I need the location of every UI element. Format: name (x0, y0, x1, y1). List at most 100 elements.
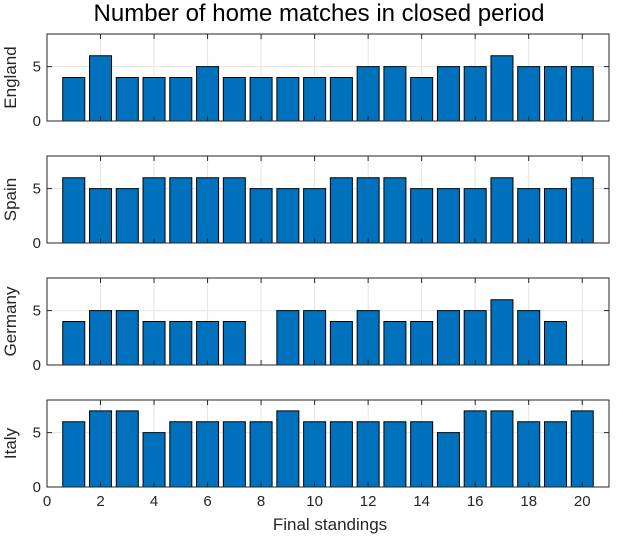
axes-background (47, 156, 609, 243)
bar (142, 432, 166, 488)
x-tick-label: 14 (413, 493, 430, 510)
bar (115, 188, 139, 244)
bar (436, 66, 460, 122)
y-tick-label: 0 (33, 357, 41, 374)
bar (222, 177, 246, 244)
axes-box (46, 399, 610, 488)
y-tick-label: 0 (33, 113, 41, 130)
axes-box (46, 155, 610, 244)
bar (115, 310, 139, 366)
x-tick-label: 0 (43, 493, 51, 510)
axes-box (46, 277, 610, 366)
bar (62, 321, 86, 366)
bar (329, 177, 353, 244)
bar (142, 77, 166, 122)
bar (62, 421, 86, 488)
y-tick-label: 5 (33, 59, 41, 76)
bar (142, 321, 166, 366)
bar (356, 421, 380, 488)
bar (356, 177, 380, 244)
bar (383, 177, 407, 244)
bar (329, 77, 353, 122)
bar (196, 421, 220, 488)
bar (490, 177, 514, 244)
bar (356, 310, 380, 366)
bar (463, 310, 487, 366)
bar (436, 432, 460, 488)
bar (196, 321, 220, 366)
bar (570, 66, 594, 122)
x-tick-label: 6 (203, 493, 211, 510)
bar (142, 177, 166, 244)
bar (89, 410, 113, 488)
bar (169, 177, 193, 244)
subplot-spain: 0 5 Spain (1, 155, 610, 252)
bar (543, 421, 567, 488)
bar (303, 421, 327, 488)
bar (249, 421, 273, 488)
bar (436, 188, 460, 244)
axes-box (46, 33, 610, 122)
y-axis-label: Spain (1, 178, 20, 221)
bar (276, 188, 300, 244)
bar (517, 421, 541, 488)
axes-background (47, 34, 609, 121)
x-tick-label: 12 (360, 493, 377, 510)
x-tick-label: 2 (96, 493, 104, 510)
bar (62, 177, 86, 244)
x-tick-label: 16 (467, 493, 484, 510)
bar (383, 321, 407, 366)
bar (383, 421, 407, 488)
bar (517, 66, 541, 122)
bar (410, 421, 434, 488)
bar (169, 77, 193, 122)
y-tick-label: 0 (33, 235, 41, 252)
y-tick-label: 5 (33, 303, 41, 320)
bar (303, 310, 327, 366)
x-tick-label: 4 (150, 493, 158, 510)
bar (249, 188, 273, 244)
bar (115, 410, 139, 488)
bar (410, 321, 434, 366)
bar (570, 410, 594, 488)
bar (410, 77, 434, 122)
bar (329, 421, 353, 488)
x-tick-label: 10 (306, 493, 323, 510)
bar (169, 421, 193, 488)
bar (543, 321, 567, 366)
subplots: 0 5 England 0 5 Spain 0 5 Germany 0 5 Italy 0 2 4 6 8 10 1… (1, 33, 610, 510)
bar (410, 188, 434, 244)
bar (115, 77, 139, 122)
x-axis-label: Final standings (273, 515, 387, 534)
y-axis-label: Italy (1, 427, 20, 459)
x-tick-label: 8 (257, 493, 265, 510)
bar (89, 310, 113, 366)
subplot-italy: 0 5 Italy 0 2 4 6 8 10 12 14 16 18 20 (1, 399, 610, 510)
bar (490, 299, 514, 366)
y-axis-label: Germany (1, 286, 20, 356)
subplot-germany: 0 5 Germany (1, 277, 610, 374)
bar (276, 410, 300, 488)
bar (303, 188, 327, 244)
bar (303, 77, 327, 122)
bar (463, 188, 487, 244)
bar (196, 177, 220, 244)
bar (276, 77, 300, 122)
chart-title: Number of home matches in closed period (94, 0, 545, 27)
y-tick-label: 5 (33, 181, 41, 198)
bar (222, 321, 246, 366)
bar (436, 310, 460, 366)
bar (517, 310, 541, 366)
bar (196, 66, 220, 122)
bar (383, 66, 407, 122)
x-tick-label: 18 (520, 493, 537, 510)
bar (543, 66, 567, 122)
bar (543, 188, 567, 244)
y-tick-label: 5 (33, 425, 41, 442)
bar (169, 321, 193, 366)
x-tick-label: 20 (574, 493, 591, 510)
bar (222, 421, 246, 488)
bar (463, 66, 487, 122)
bar (276, 310, 300, 366)
